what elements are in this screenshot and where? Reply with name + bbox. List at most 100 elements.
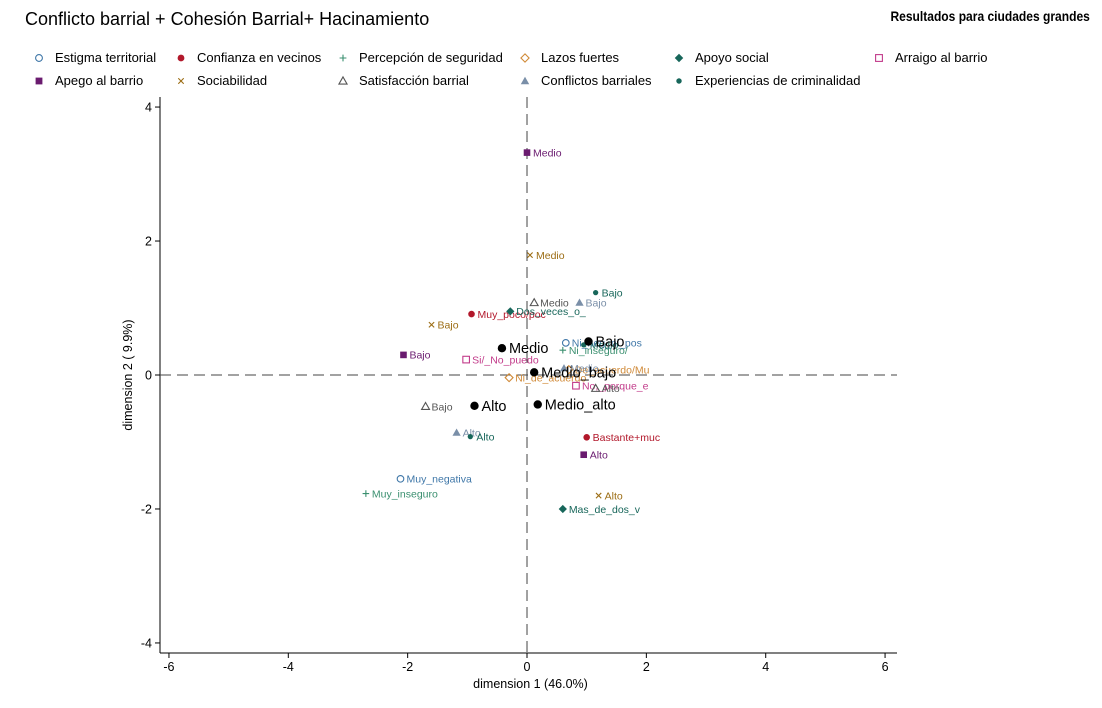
y-tick-label: -4 (141, 636, 152, 650)
point-label: Alto (590, 450, 608, 462)
legend-label: Apoyo social (695, 50, 769, 65)
x-tick-label: -4 (283, 660, 294, 674)
legend-label: Confianza en vecinos (197, 50, 322, 65)
point-satisfaccion-barrial-medio (529, 297, 540, 307)
point-label: Si/_No_puedo (472, 354, 539, 366)
legend-label: Experiencias de criminalidad (695, 73, 861, 88)
point-arraigo-al-barrio-no-porque-e (572, 381, 580, 390)
series-apego-al-barrio: Medio Bajo Alto (400, 147, 608, 462)
x-tick-label: -6 (163, 660, 174, 674)
legend-item-satisfaccion-barrial: Satisfacción barrial (334, 73, 469, 88)
x-axis-label: dimension 1 (46.0%) (473, 677, 588, 691)
legend-marker (870, 51, 888, 65)
point-satisfaccion-barrial-alto (590, 383, 601, 392)
point-hacinamiento-medio-alto (533, 400, 542, 409)
legend-marker (516, 74, 534, 88)
legend-label: Satisfacción barrial (359, 73, 469, 88)
point-label: Medio_bajo (541, 365, 616, 381)
point-conflictos-barriales-alto (452, 428, 461, 436)
legend-marker (30, 51, 48, 65)
point-label: Alto (602, 383, 620, 395)
point-apoyo-social-mas-de-dos-v (558, 504, 567, 514)
series-percepcion-de-seguridad: Muy_inseguro Ni_inseguro/ (362, 345, 628, 500)
point-label: Ni_inseguro/ (569, 345, 628, 357)
y-axis-label: dimension 2 ( 9.9%) (121, 319, 135, 430)
point-label: Medio (540, 297, 569, 309)
legend-item-apego-al-barrio: Apego al barrio (30, 73, 143, 88)
point-hacinamiento-alto (470, 401, 479, 411)
legend-item-conflictos-barriales: Conflictos barriales (516, 73, 652, 88)
point-label: Mas_de_dos_v (569, 504, 641, 516)
point-label: Alto (476, 431, 494, 443)
point-estigma-territorial-ni-neg-ni-pos (561, 338, 570, 347)
point-apego-al-barrio-bajo (400, 351, 407, 359)
point-label: Bajo (595, 335, 624, 351)
point-hacinamiento-medio (497, 344, 507, 353)
point-label: Muy_negativa (406, 474, 472, 486)
point-hacinamiento-medio-bajo (529, 368, 539, 377)
series-apoyo-social: Dos_veces_o_ Mas_de_dos_v (506, 306, 641, 516)
point-label: Bajo (438, 320, 459, 332)
legend-label: Estigma territorial (55, 50, 157, 65)
point-label: Alto (481, 399, 506, 415)
x-tick-label: -2 (402, 660, 413, 674)
series-conflictos-barriales: Bajo Alto Medio (452, 297, 607, 439)
point-label: Alto (605, 490, 623, 502)
legend-marker (30, 74, 48, 88)
x-tick-label: 4 (762, 660, 769, 674)
legend-item-arraigo-al-barrio: Arraigo al barrio (870, 50, 988, 65)
point-confianza-en-vecinos-muy-poco-poc (468, 310, 475, 318)
legend-item-lazos-fuertes: Lazos fuertes (516, 50, 619, 65)
legend-marker (172, 74, 190, 88)
legend-marker (334, 51, 352, 65)
point-label: Medio (533, 147, 562, 159)
point-sociabilidad-bajo (428, 321, 435, 328)
point-conflictos-barriales-medio (559, 364, 569, 372)
legend-item-sociabilidad: Sociabilidad (172, 73, 267, 88)
legend-item-estigma-territorial: Estigma territorial (30, 50, 156, 65)
point-label: Bajo (602, 287, 623, 299)
point-lazos-fuertes-ni-de-acuerdo (504, 372, 514, 383)
legend-item-experiencias-de-criminalidad: Experiencias de criminalidad (670, 73, 860, 88)
x-tick-label: 6 (882, 660, 889, 674)
point-conflictos-barriales-bajo (575, 298, 584, 306)
legend-item-confianza-en-vecinos: Confianza en vecinos (172, 50, 321, 65)
point-label: Medio (590, 340, 619, 352)
point-arraigo-al-barrio-si-no-puedo (462, 355, 470, 364)
point-label: Muy_inseguro (372, 488, 438, 500)
point-hacinamiento-bajo (584, 337, 593, 346)
legend-marker (670, 51, 688, 65)
point-percepcion-de-seguridad-muy-inseguro (362, 490, 370, 497)
point-sociabilidad-alto (595, 492, 602, 499)
point-sociabilidad-medio (526, 252, 534, 259)
legend-label: Percepción de seguridad (359, 50, 503, 65)
chart-legend: Estigma territorial Confianza en vecinos P… (30, 50, 1090, 94)
legend-label: Arraigo al barrio (895, 50, 988, 65)
chart-subtitle: Resultados para ciudades grandes (890, 8, 1090, 24)
y-tick-label: 2 (145, 235, 152, 249)
point-label: Medio (509, 341, 548, 357)
point-label: Medio_alto (545, 397, 616, 413)
y-tick-label: -2 (141, 502, 152, 516)
point-label: Bajo (586, 297, 607, 309)
series-satisfaccion-barrial: Medio Bajo Alto (420, 297, 620, 413)
point-label: Bajo (432, 401, 453, 413)
series-confianza-en-vecinos: Muy_poco/poc Bastante+muc (468, 309, 660, 444)
point-label: Medio (570, 363, 599, 375)
point-label: Medio (536, 250, 565, 262)
legend-marker (172, 51, 190, 65)
legend-item-percepcion-de-seguridad: Percepción de seguridad (334, 50, 503, 65)
point-experiencias-de-criminalidad-alto (467, 433, 473, 440)
legend-marker (670, 74, 688, 88)
legend-label: Sociabilidad (197, 73, 268, 88)
point-apego-al-barrio-medio (523, 149, 531, 156)
legend-marker (516, 51, 534, 65)
point-label: Dos_veces_o_ (516, 306, 586, 318)
point-percepcion-de-seguridad-ni-inseguro (559, 346, 567, 354)
point-label: Bastante+muc (593, 432, 660, 444)
point-estigma-territorial-muy-negativa (396, 474, 405, 483)
